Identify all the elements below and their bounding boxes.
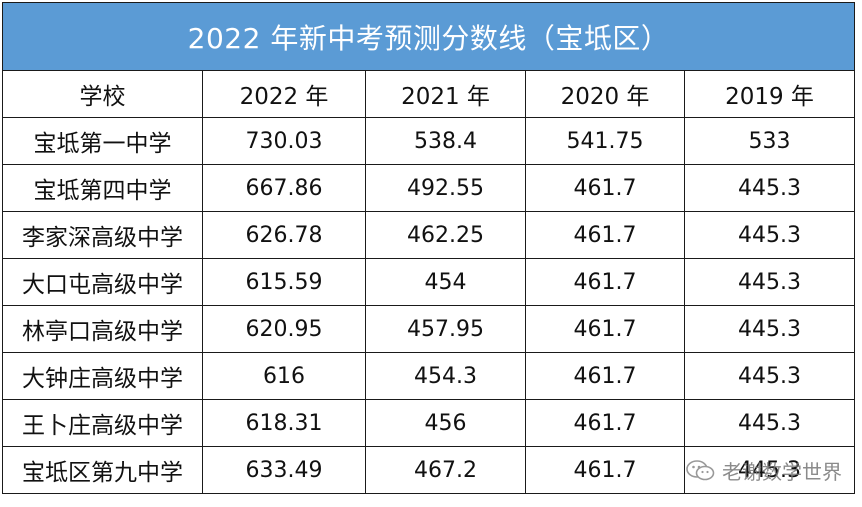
score-2021-cell: 467.2 bbox=[365, 446, 526, 494]
score-2020-cell: 461.7 bbox=[525, 164, 685, 212]
school-name-cell: 大口屯高级中学 bbox=[2, 258, 203, 306]
table-row: 宝坻区第九中学 633.49 467.2 461.7 445.3 bbox=[2, 446, 856, 494]
school-name-cell: 李家深高级中学 bbox=[2, 211, 203, 259]
score-2021-cell: 454 bbox=[365, 258, 526, 306]
school-name-cell: 宝坻第四中学 bbox=[2, 164, 203, 212]
score-2021-cell: 457.95 bbox=[365, 305, 526, 353]
score-2020-cell: 461.7 bbox=[525, 211, 685, 259]
score-2022-cell: 620.95 bbox=[202, 305, 366, 353]
score-2021-cell: 454.3 bbox=[365, 352, 526, 400]
header-2021: 2021 年 bbox=[365, 70, 526, 118]
score-2019-cell: 445.3 bbox=[683, 211, 856, 259]
school-name-cell: 大钟庄高级中学 bbox=[2, 352, 203, 400]
table-row: 林亭口高级中学 620.95 457.95 461.7 445.3 bbox=[2, 305, 856, 353]
table-row: 大口屯高级中学 615.59 454 461.7 445.3 bbox=[2, 258, 856, 306]
score-2021-cell: 456 bbox=[365, 399, 526, 447]
score-2019-cell: 533 bbox=[683, 117, 856, 165]
table-row: 王卜庄高级中学 618.31 456 461.7 445.3 bbox=[2, 399, 856, 447]
score-2021-cell: 462.25 bbox=[365, 211, 526, 259]
score-2022-cell: 618.31 bbox=[202, 399, 366, 447]
score-2019-cell: 445.3 bbox=[683, 258, 856, 306]
score-2020-cell: 461.7 bbox=[525, 446, 685, 494]
header-2022: 2022 年 bbox=[202, 70, 366, 118]
score-2019-cell: 445.3 bbox=[683, 305, 856, 353]
score-2021-cell: 492.55 bbox=[365, 164, 526, 212]
score-2020-cell: 461.7 bbox=[525, 258, 685, 306]
score-2022-cell: 633.49 bbox=[202, 446, 366, 494]
score-2019-cell: 445.3 bbox=[683, 164, 856, 212]
school-name-cell: 宝坻第一中学 bbox=[2, 117, 203, 165]
score-2020-cell: 461.7 bbox=[525, 352, 685, 400]
school-name-cell: 宝坻区第九中学 bbox=[2, 446, 203, 494]
table-title: 2022 年新中考预测分数线（宝坻区） bbox=[1, 2, 856, 71]
table-row: 大钟庄高级中学 616 454.3 461.7 445.3 bbox=[2, 352, 856, 400]
score-table: 2022 年新中考预测分数线（宝坻区） 学校 2022 年 2021 年 202… bbox=[1, 2, 856, 494]
score-2019-cell: 445.3 bbox=[683, 399, 856, 447]
score-2022-cell: 667.86 bbox=[202, 164, 366, 212]
header-school: 学校 bbox=[2, 70, 203, 118]
header-2019: 2019 年 bbox=[683, 70, 856, 118]
school-name-cell: 王卜庄高级中学 bbox=[2, 399, 203, 447]
score-2021-cell: 538.4 bbox=[365, 117, 526, 165]
score-2020-cell: 461.7 bbox=[525, 305, 685, 353]
score-2022-cell: 615.59 bbox=[202, 258, 366, 306]
score-2020-cell: 541.75 bbox=[525, 117, 685, 165]
score-2019-cell: 445.3 bbox=[683, 446, 856, 494]
table-row: 李家深高级中学 626.78 462.25 461.7 445.3 bbox=[2, 211, 856, 259]
table-row: 宝坻第一中学 730.03 538.4 541.75 533 bbox=[2, 117, 856, 165]
score-2022-cell: 730.03 bbox=[202, 117, 366, 165]
score-2019-cell: 445.3 bbox=[683, 352, 856, 400]
score-2022-cell: 616 bbox=[202, 352, 366, 400]
school-name-cell: 林亭口高级中学 bbox=[2, 305, 203, 353]
score-2020-cell: 461.7 bbox=[525, 399, 685, 447]
header-row: 学校 2022 年 2021 年 2020 年 2019 年 bbox=[2, 70, 856, 118]
table-row: 宝坻第四中学 667.86 492.55 461.7 445.3 bbox=[2, 164, 856, 212]
score-2022-cell: 626.78 bbox=[202, 211, 366, 259]
title-row: 2022 年新中考预测分数线（宝坻区） bbox=[1, 2, 856, 71]
header-2020: 2020 年 bbox=[525, 70, 685, 118]
